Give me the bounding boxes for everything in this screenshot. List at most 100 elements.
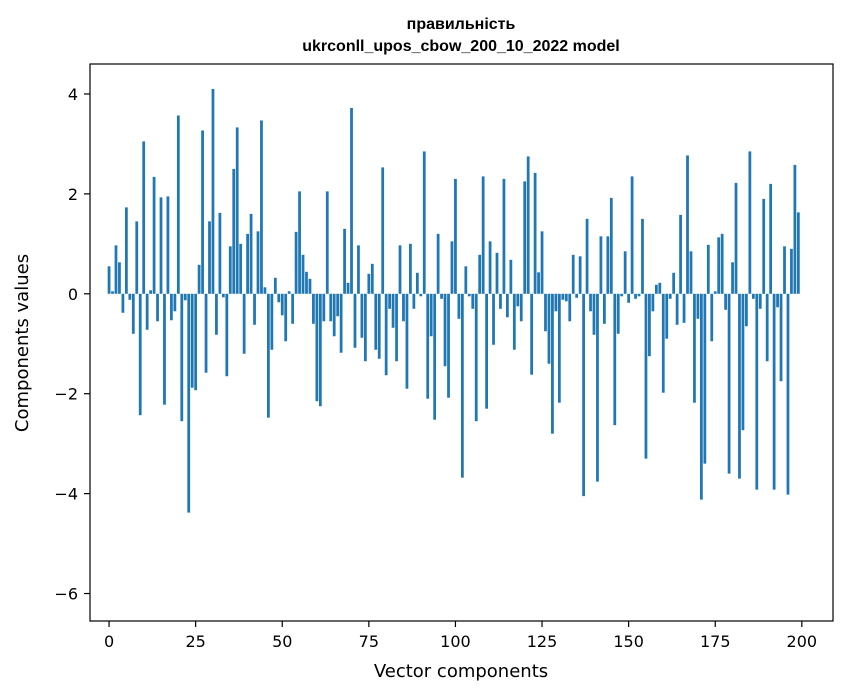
bar-163	[672, 272, 676, 294]
chart-title-line2: ukrconll_upos_cbow_200_10_2022 model	[302, 38, 619, 55]
bar-137	[582, 293, 585, 497]
bar-162	[668, 293, 672, 299]
bar-143	[602, 293, 606, 324]
bar-23	[187, 293, 191, 513]
bar-24	[190, 293, 194, 388]
bar-172	[703, 293, 707, 464]
bar-148	[620, 293, 624, 297]
bar-135	[575, 293, 579, 298]
bar-74	[363, 293, 367, 362]
bar-11	[145, 293, 149, 330]
bar-176	[717, 237, 721, 294]
bar-54	[294, 231, 298, 294]
bar-71	[353, 293, 357, 348]
bar-114	[502, 178, 506, 294]
x-tick-label-100: 100	[440, 632, 471, 651]
bar-61	[318, 293, 322, 407]
bar-152	[634, 293, 637, 299]
bar-75	[367, 273, 371, 294]
bar-77	[374, 293, 378, 350]
bar-55	[298, 191, 301, 294]
bar-72	[357, 245, 360, 294]
chart-title-line1: правильність	[407, 16, 516, 33]
bar-33	[221, 293, 225, 298]
bar-136	[578, 256, 582, 294]
bar-123	[533, 172, 537, 294]
bar-43	[256, 231, 260, 294]
bar-38	[239, 243, 243, 294]
bar-80	[384, 293, 388, 376]
bar-174	[710, 293, 714, 342]
x-tick-label-200: 200	[787, 632, 818, 651]
bar-10	[142, 141, 146, 294]
bar-122	[530, 293, 534, 375]
bar-156	[648, 293, 651, 357]
bar-173	[706, 244, 710, 294]
bar-131	[561, 293, 565, 300]
bar-79	[381, 167, 385, 294]
bar-158	[654, 284, 658, 294]
bar-56	[301, 254, 305, 294]
bar-189	[762, 198, 766, 294]
bar-197	[790, 248, 793, 294]
x-tick-label-125: 125	[527, 632, 558, 651]
bar-138	[585, 218, 589, 294]
bar-series	[107, 88, 800, 513]
bar-68	[343, 228, 346, 294]
bar-155	[644, 293, 648, 459]
bar-132	[564, 293, 568, 302]
bar-195	[783, 246, 786, 294]
bar-118	[516, 293, 520, 307]
bar-47	[270, 293, 274, 350]
bar-150	[627, 293, 631, 303]
bar-169	[693, 293, 696, 403]
bar-89	[415, 272, 419, 294]
bar-83	[395, 293, 398, 362]
bar-199	[796, 212, 800, 294]
bar-44	[260, 120, 263, 294]
bar-179	[727, 293, 731, 474]
bar-120	[523, 181, 527, 294]
bar-125	[540, 231, 544, 294]
bar-66	[336, 293, 340, 317]
bar-182	[738, 293, 741, 479]
bar-94	[433, 293, 437, 420]
bar-59	[312, 293, 315, 324]
bar-124	[537, 272, 540, 294]
y-tick-label-2: 2	[68, 185, 78, 204]
bar-26	[197, 264, 201, 294]
x-tick-label-175: 175	[700, 632, 731, 651]
bar-109	[485, 293, 488, 409]
bar-0	[107, 266, 111, 294]
bar-116	[509, 259, 513, 294]
bar-161	[665, 293, 669, 339]
bar-165	[679, 214, 682, 294]
x-tick-label-50: 50	[272, 632, 292, 651]
bar-190	[765, 293, 769, 362]
x-tick-label-0: 0	[104, 632, 114, 651]
bar-151	[630, 176, 634, 294]
bar-117	[512, 293, 516, 350]
bar-57	[305, 271, 308, 294]
bar-187	[755, 293, 759, 490]
bar-88	[412, 293, 416, 309]
bar-102	[460, 293, 464, 478]
bar-8	[135, 221, 139, 294]
bar-16	[163, 293, 166, 405]
bar-184	[745, 293, 748, 327]
bar-50	[280, 293, 284, 316]
bar-70	[350, 107, 353, 294]
x-axis-ticks: 0 25 50 75 100 125 150 175 200	[104, 621, 817, 651]
bar-76	[370, 263, 374, 294]
bar-48	[273, 277, 277, 294]
bar-91	[422, 151, 426, 294]
bar-192	[772, 293, 776, 490]
bar-97	[443, 293, 447, 367]
bar-92	[426, 293, 430, 399]
bar-35	[228, 246, 232, 294]
bar-14	[156, 293, 159, 322]
bar-25	[194, 293, 198, 391]
bar-167	[686, 155, 689, 294]
bar-146	[613, 293, 617, 426]
bar-18	[170, 293, 173, 321]
